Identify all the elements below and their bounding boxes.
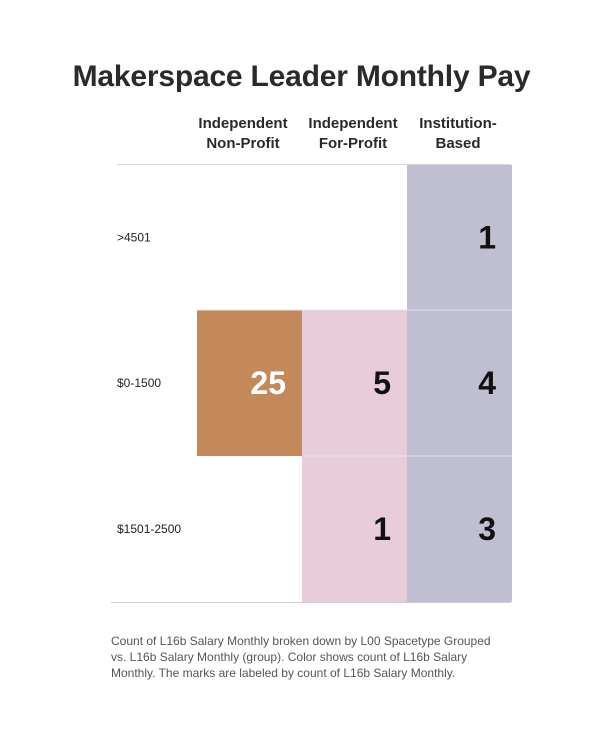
row-label: $1501-2500 bbox=[117, 522, 181, 536]
cell-value-label: 4 bbox=[478, 365, 496, 401]
column-header-independent-for-profit: Independent For-Profit bbox=[298, 114, 408, 154]
heatmap-cell bbox=[302, 456, 407, 602]
cell-value-label: 25 bbox=[250, 365, 286, 401]
footnote-line: Monthly. The marks are labeled by count … bbox=[111, 666, 456, 680]
cell-value-label: 5 bbox=[373, 365, 391, 401]
column-header-line: Independent bbox=[198, 115, 288, 132]
column-header-institution-based: Institution- Based bbox=[403, 114, 513, 154]
cell-value-label: 1 bbox=[373, 511, 391, 547]
heatmap-cell bbox=[302, 310, 407, 456]
column-header-line: For-Profit bbox=[318, 135, 388, 152]
column-header-line: Institution- bbox=[419, 115, 497, 132]
heatmap-cell bbox=[407, 456, 512, 602]
heatmap-cell bbox=[407, 310, 512, 456]
column-header-line: Based bbox=[435, 135, 481, 152]
column-header-line: Non-Profit bbox=[206, 135, 280, 152]
footnote-line: Count of L16b Salary Monthly broken down… bbox=[111, 634, 491, 648]
row-label: $0-1500 bbox=[117, 376, 161, 390]
cell-value-label: 3 bbox=[478, 511, 496, 547]
heatmap-cell bbox=[407, 165, 512, 310]
column-header-line: Independent bbox=[308, 115, 398, 132]
heatmap-cell bbox=[197, 310, 302, 456]
column-header-independent-non-profit: Independent Non-Profit bbox=[188, 114, 298, 154]
cell-value-label: 1 bbox=[478, 220, 496, 256]
chart-footnote: Count of L16b Salary Monthly broken down… bbox=[111, 633, 551, 681]
chart-title: Makerspace Leader Monthly Pay bbox=[72, 60, 531, 93]
footnote-line: vs. L16b Salary Monthly (group). Color s… bbox=[111, 650, 468, 664]
row-label: >4501 bbox=[117, 231, 151, 245]
